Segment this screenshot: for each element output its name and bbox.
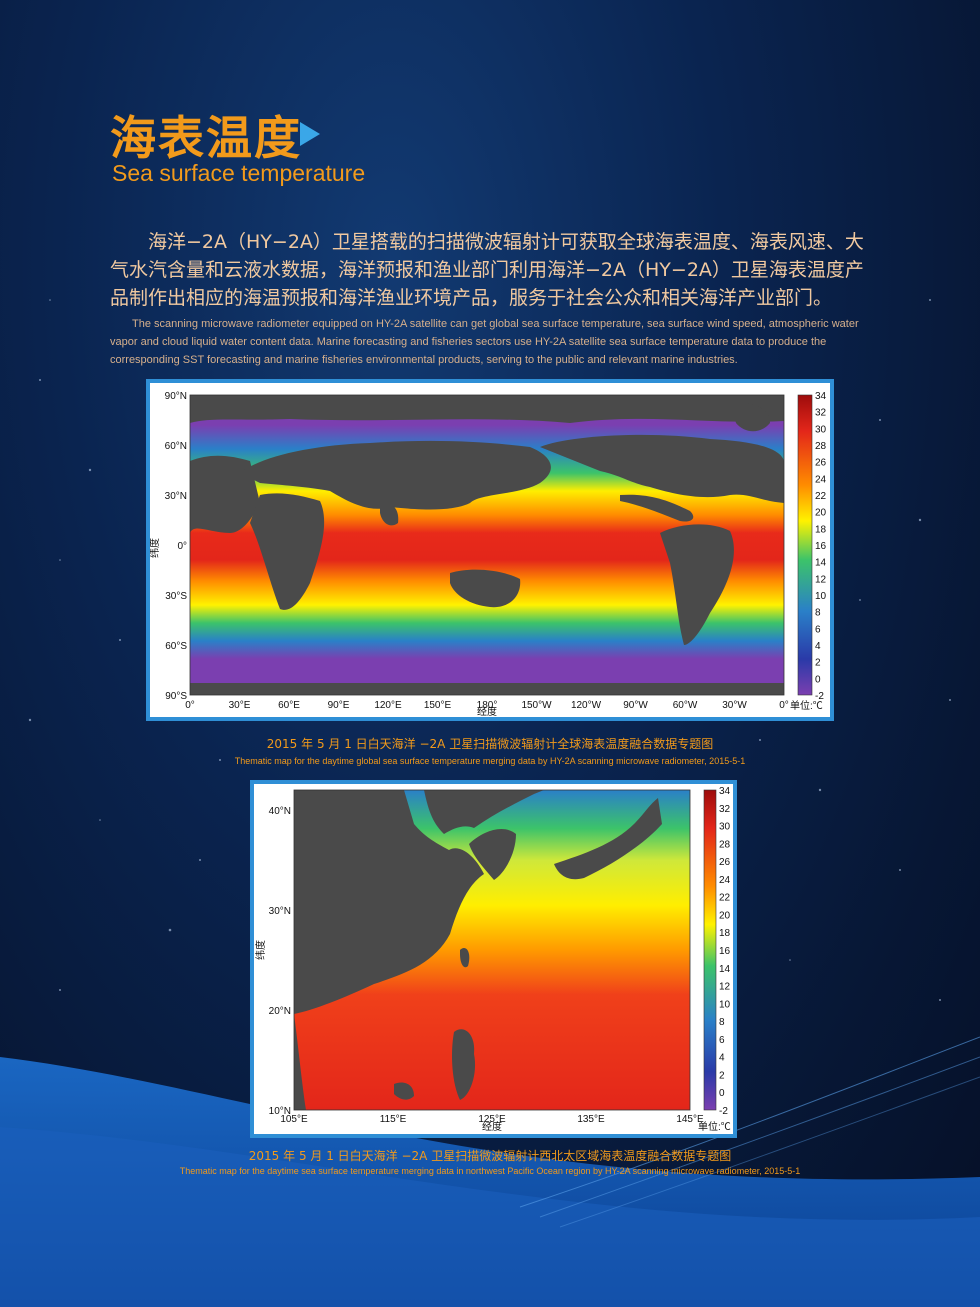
colorbar-tick-label: 30	[719, 822, 731, 833]
colorbar-regional	[703, 789, 717, 1111]
lon-tick-label: 30°E	[229, 700, 251, 711]
colorbar-tick-label: 34	[719, 786, 731, 797]
lon-tick-label: 145°E	[676, 1114, 704, 1125]
colorbar-tick-label: 14	[815, 558, 827, 569]
colorbar-tick-label: 16	[815, 541, 827, 552]
colorbar-tick-label: 4	[815, 641, 821, 652]
colorbar-tick-label: 4	[719, 1053, 725, 1064]
lon-tick-label: 0°	[185, 700, 195, 711]
colorbar-tick-label: 0	[719, 1088, 725, 1099]
lon-tick-label: 180°	[477, 700, 498, 711]
global-sst-map-svg: 90°N 60°N 30°N 0° 30°S 60°S 90°S 0° 30°E 60°E 90°…	[148, 391, 827, 718]
colorbar-tick-label: 2	[719, 1070, 725, 1081]
colorbar-tick-label: 22	[815, 491, 827, 502]
lat-tick-label: 0°	[177, 541, 187, 552]
colorbar-tick-label: 10	[719, 999, 731, 1010]
colorbar-tick-label: 10	[815, 591, 827, 602]
colorbar-tick-label: 18	[815, 524, 827, 535]
colorbar-tick-label: 24	[815, 474, 827, 485]
lat-tick-label: 90°S	[165, 691, 187, 702]
colorbar-tick-label: 28	[815, 441, 827, 452]
intro-paragraph-cn: 海洋−2A（HY−2A）卫星搭载的扫描微波辐射计可获取全球海表温度、海表风速、大…	[110, 231, 864, 309]
global-sst-map: 90°N 60°N 30°N 0° 30°S 60°S 90°S 0° 30°E 60°E 90°…	[146, 379, 834, 721]
colorbar-tick-label: 0	[815, 674, 821, 685]
colorbar-tick-label: 18	[719, 928, 731, 939]
x-axis-label: 经度	[477, 705, 497, 717]
colorbar-unit: 单位:℃	[790, 699, 823, 712]
lon-tick-label: 120°E	[374, 700, 402, 711]
lat-tick-label: 60°N	[165, 441, 187, 452]
lon-tick-label: 150°W	[521, 700, 552, 711]
map2-caption-cn: 2015 年 5 月 1 日白天海洋 −2A 卫星扫描微波辐射计西北太区域海表温…	[248, 1149, 732, 1163]
colorbar-tick-label: 6	[815, 624, 821, 635]
lat-tick-label: 30°N	[269, 906, 291, 917]
colorbar-tick-label: 34	[815, 391, 827, 402]
colorbar-tick-label: 28	[719, 839, 731, 850]
page-title-en: Sea surface temperature	[112, 160, 366, 186]
lon-tick-label: 60°W	[673, 700, 698, 711]
colorbar-tick-label: 12	[815, 574, 827, 585]
lon-tick-label: 0°	[779, 700, 789, 711]
lat-tick-label: 90°N	[165, 391, 187, 402]
y-axis-label: 纬度	[150, 538, 161, 558]
colorbar-tick-label: 20	[815, 508, 827, 519]
page-title-cn: 海表温度	[110, 111, 302, 165]
colorbar-tick-label: 24	[719, 875, 731, 886]
lat-tick-label: 30°N	[165, 491, 187, 502]
x-axis-label-regional: 经度	[482, 1120, 502, 1133]
lon-tick-label: 125°E	[478, 1114, 506, 1125]
colorbar-tick-label: 16	[719, 946, 731, 957]
lat-tick-label: 40°N	[269, 806, 291, 817]
colorbar-tick-label: -2	[719, 1106, 728, 1117]
lon-tick-label: 135°E	[577, 1114, 605, 1125]
lon-tick-label: 105°E	[280, 1114, 308, 1125]
nw-pacific-sst-map-svg: 40°N 30°N 20°N 10°N 105°E 115°E 125°E 135°E 145…	[254, 786, 731, 1133]
intro-paragraph-en: The scanning microwave radiometer equipp…	[110, 318, 859, 366]
land-masses	[190, 395, 784, 695]
colorbar-tick-label: -2	[815, 691, 824, 702]
lat-tick-label: 10°N	[269, 1106, 291, 1117]
land-masses-regional	[294, 790, 662, 1110]
map2-caption-en: Thematic map for the daytime sea surface…	[179, 1166, 801, 1176]
colorbar-tick-label: 2	[815, 658, 821, 669]
map1-caption-cn: 2015 年 5 月 1 日白天海洋 −2A 卫星扫描微波辐射计全球海表温度融合…	[266, 737, 714, 751]
colorbar-tick-label: 14	[719, 964, 731, 975]
lon-tick-label: 90°E	[328, 700, 350, 711]
lat-tick-label: 60°S	[165, 641, 187, 652]
colorbar-tick-label: 12	[719, 982, 731, 993]
lat-tick-label: 20°N	[269, 1006, 291, 1017]
colorbar-tick-label: 22	[719, 893, 731, 904]
lon-tick-label: 150°E	[424, 700, 452, 711]
lat-tick-label: 30°S	[165, 591, 187, 602]
map1-caption-en: Thematic map for the daytime global sea …	[234, 756, 746, 766]
decorative-wave	[0, 1036, 980, 1307]
lon-tick-label: 30°W	[722, 700, 747, 711]
colorbar-tick-label: 6	[719, 1035, 725, 1046]
colorbar-tick-label: 26	[719, 857, 731, 868]
colorbar-tick-label: 30	[815, 424, 827, 435]
colorbar-tick-label: 8	[719, 1017, 725, 1028]
nw-pacific-sst-map: 40°N 30°N 20°N 10°N 105°E 115°E 125°E 135°E 145…	[250, 780, 737, 1138]
title-arrow-icon	[300, 122, 320, 146]
colorbar-unit-regional: 单位:℃	[698, 1120, 731, 1133]
colorbar-global	[797, 394, 813, 696]
colorbar-tick-label: 32	[719, 804, 731, 815]
lon-tick-label: 60°E	[278, 700, 300, 711]
colorbar-tick-label: 20	[719, 910, 731, 921]
lon-tick-label: 90°W	[623, 700, 648, 711]
y-axis-label-regional: 纬度	[254, 940, 267, 960]
colorbar-tick-label: 32	[815, 408, 827, 419]
lon-tick-label: 120°W	[571, 700, 602, 711]
lon-tick-label: 115°E	[380, 1114, 407, 1125]
colorbar-tick-label: 26	[815, 458, 827, 469]
colorbar-tick-label: 8	[815, 608, 821, 619]
